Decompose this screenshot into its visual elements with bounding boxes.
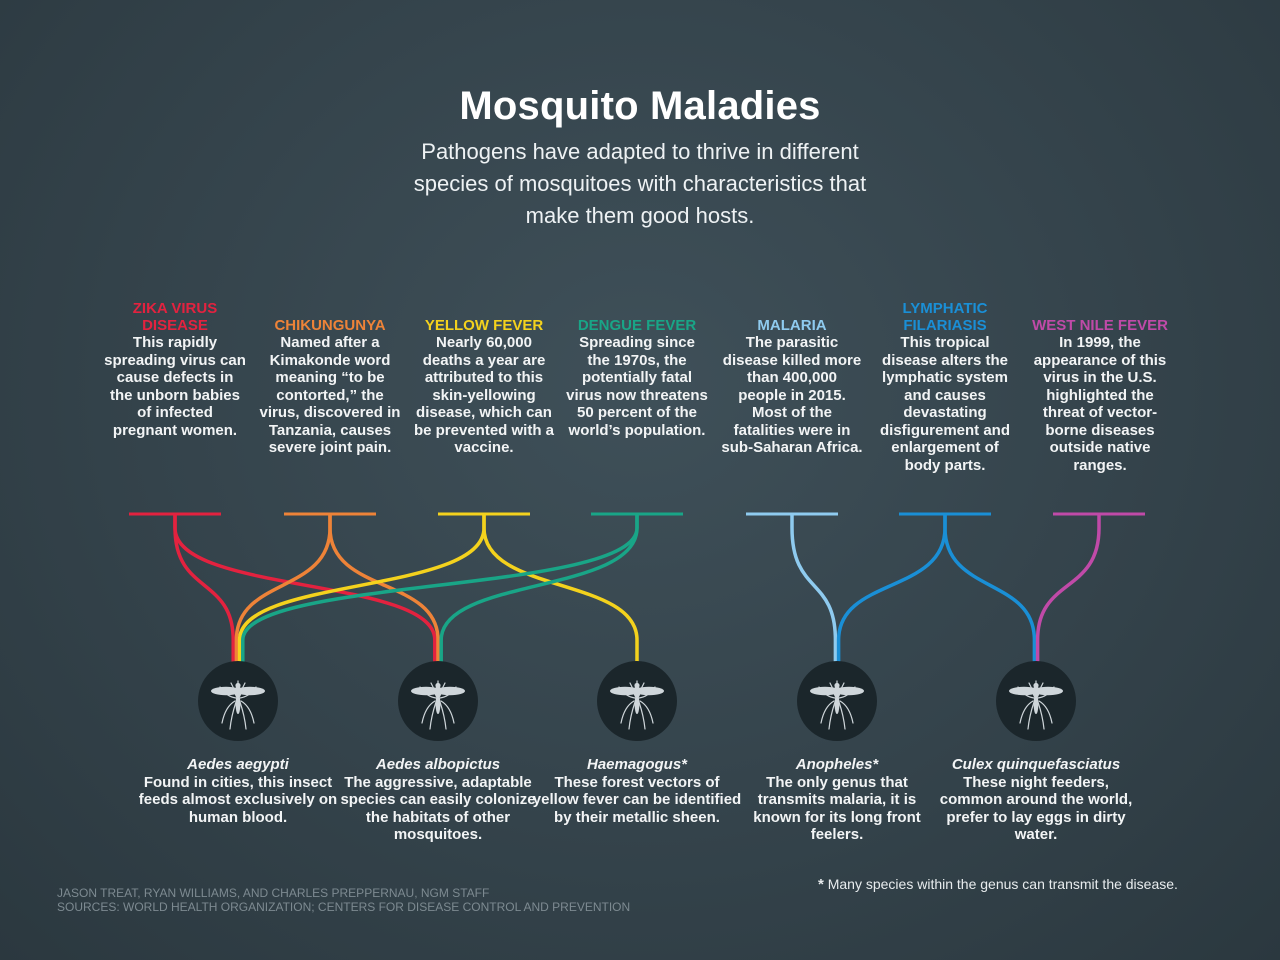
link-line [439, 514, 639, 662]
disease-malaria: Malaria The parasitic disease killed mor… [721, 300, 863, 457]
species-description: These forest vectors of yellow fever can… [532, 773, 742, 826]
species-culex: Culex quinquefasciatus These night feede… [931, 756, 1141, 844]
disease-name: West Nile fever [1032, 317, 1168, 334]
species-circle-aedes-albopictus [398, 661, 478, 741]
species-name: Haemagogus* [586, 756, 688, 773]
disease-chikungunya: Chikungunya Named after a Kimakonde word… [259, 300, 401, 457]
disease-description: Spreading since the 1970s, the potential… [566, 334, 708, 439]
link-line [173, 514, 437, 662]
disease-name: Zika virus disease [132, 300, 218, 334]
species-name: Anopheles* [795, 756, 879, 773]
link-line [328, 514, 440, 662]
credits-sources: Sources: World Health Organization; Cent… [57, 900, 631, 914]
species-description: The only genus that transmits malaria, i… [753, 773, 921, 844]
mosquito-icon [411, 680, 465, 730]
species-aedes-aegypti: Aedes aegypti Found in cities, this inse… [133, 756, 343, 826]
disease-name: Lymphatic filariasis [902, 300, 988, 334]
link-line [1035, 514, 1101, 662]
footnote: * Many species within the genus can tran… [818, 876, 1178, 893]
species-aedes-albopictus: Aedes albopictus The aggressive, adaptab… [333, 756, 543, 844]
species-description: These night feeders, common around the w… [939, 773, 1133, 844]
disease-dengue-fever: Dengue fever Spreading since the 1970s, … [566, 300, 708, 439]
mosquito-icon [1009, 680, 1063, 730]
species-circle-culex [996, 661, 1076, 741]
species-name: Aedes aegypti [187, 756, 289, 773]
footnote-marker: * [818, 876, 824, 893]
link-line [234, 514, 332, 662]
species-haemagogus: Haemagogus* These forest vectors of yell… [532, 756, 742, 826]
disease-description: Nearly 60,000 deaths a year are attribut… [413, 334, 555, 456]
mosquito-icon [211, 680, 265, 730]
link-line [173, 514, 235, 662]
species-name: Aedes albopictus [375, 756, 501, 773]
disease-description: In 1999, the appearance of this virus in… [1033, 334, 1167, 474]
species-name: Culex quinquefasciatus [951, 756, 1121, 773]
disease-description: This tropical disease alters the lymphat… [879, 334, 1010, 474]
disease-name: Yellow fever [424, 317, 544, 334]
link-line [836, 514, 947, 662]
mosquito-icon [810, 680, 864, 730]
disease-lymphatic-filariasis: Lymphatic filariasis This tropical disea… [874, 300, 1016, 474]
species-circle-aedes-aegypti [198, 661, 278, 741]
link-line [790, 514, 838, 662]
disease-zika: Zika virus disease This rapidly spreadin… [104, 300, 246, 439]
disease-name: Chikungunya [274, 317, 386, 334]
disease-name: Dengue fever [577, 317, 697, 334]
credits-staff: Jason Treat, Ryan Williams, and Charles … [57, 886, 490, 900]
link-line [482, 514, 639, 662]
link-line [237, 514, 486, 662]
species-description: Found in cities, this insect feeds almos… [138, 773, 338, 826]
page-subtitle: Pathogens have adapted to thrive in diff… [413, 139, 867, 228]
credits: Jason Treat, Ryan Williams, and Charles … [57, 886, 630, 914]
species-circle-haemagogus [597, 661, 677, 741]
footnote-text: Many species within the genus can transm… [827, 876, 1178, 892]
disease-name: Malaria [757, 317, 827, 334]
disease-west-nile-fever: West Nile fever In 1999, the appearance … [1029, 300, 1171, 474]
disease-description: This rapidly spreading virus can cause d… [104, 334, 246, 439]
link-line [943, 514, 1037, 662]
disease-description: The parasitic disease killed more than 4… [721, 334, 863, 456]
disease-yellow-fever: Yellow fever Nearly 60,000 deaths a year… [413, 300, 555, 457]
link-line [241, 514, 639, 662]
species-anopheles: Anopheles* The only genus that transmits… [732, 756, 942, 844]
mosquito-icon [610, 680, 664, 730]
disease-description: Named after a Kimakonde word meaning “to… [259, 334, 401, 456]
page-title: Mosquito Maladies [459, 84, 821, 128]
species-description: The aggressive, adaptable species can ea… [340, 773, 536, 844]
species-circle-anopheles [797, 661, 877, 741]
